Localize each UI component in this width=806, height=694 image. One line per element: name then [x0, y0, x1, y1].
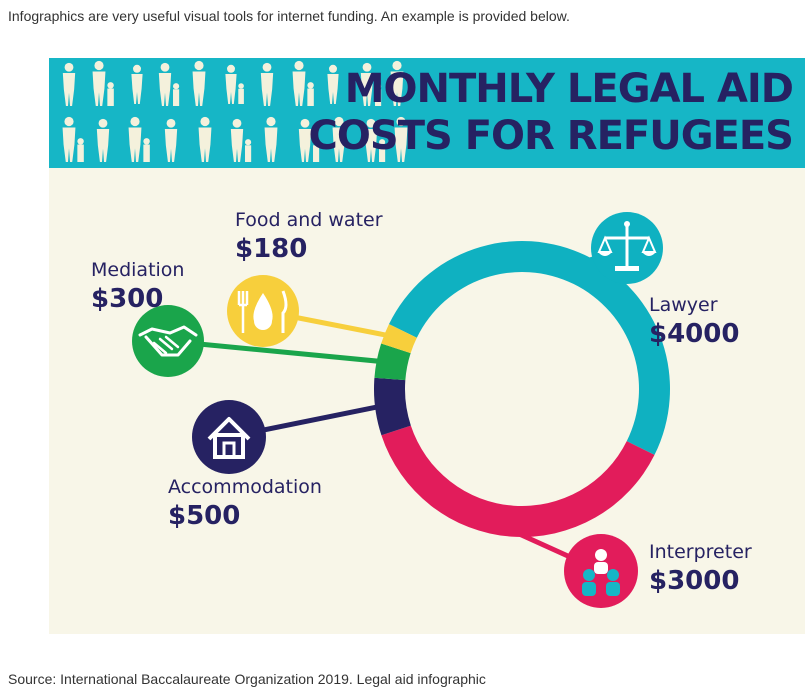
legal-aid-infographic: MONTHLY LEGAL AID COSTS FOR REFUGEES Foo… — [49, 58, 805, 634]
person-silhouette — [327, 64, 339, 104]
house-icon — [192, 400, 266, 474]
label-food-and-water: Food and water $180 — [235, 208, 383, 266]
person-silhouette — [96, 118, 110, 162]
label-mediation-name: Mediation — [91, 259, 185, 281]
people-icon — [564, 534, 638, 608]
food-water-icon — [227, 275, 299, 347]
person-silhouette — [128, 116, 150, 162]
person-silhouette — [131, 64, 143, 104]
label-lawyer-name: Lawyer — [649, 294, 718, 316]
label-interpreter: Interpreter $3000 — [649, 540, 752, 598]
label-lawyer: Lawyer $4000 — [649, 293, 739, 351]
slice-lawyer — [388, 241, 670, 455]
person-silhouette — [158, 62, 180, 106]
person-silhouette — [298, 118, 320, 162]
slice-food-and-water — [381, 324, 417, 354]
source-caption: Source: International Baccalaureate Orga… — [8, 671, 486, 687]
label-accommodation-value: $500 — [168, 501, 241, 531]
person-silhouette — [62, 62, 76, 106]
intro-text: Infographics are very useful visual tool… — [8, 8, 570, 24]
infographic-title-line-2: COSTS FOR REFUGEES — [308, 113, 794, 159]
slice-mediation — [374, 343, 411, 381]
label-food-and-water-name: Food and water — [235, 209, 383, 231]
person-silhouette — [332, 116, 346, 162]
label-accommodation-name: Accommodation — [168, 476, 322, 498]
label-mediation-value: $300 — [91, 284, 164, 314]
label-mediation: Mediation $300 — [91, 258, 184, 316]
label-accommodation: Accommodation $500 — [168, 475, 322, 533]
slice-interpreter — [381, 425, 655, 538]
infographic-title-line-1: MONTHLY LEGAL AID — [344, 66, 794, 112]
person-silhouette — [92, 60, 114, 106]
person-silhouette — [394, 116, 408, 162]
person-silhouette — [198, 116, 212, 162]
person-silhouette — [264, 116, 278, 162]
person-silhouette — [164, 118, 178, 162]
label-interpreter-name: Interpreter — [649, 541, 752, 563]
donut-chart — [132, 212, 670, 608]
person-silhouette — [260, 62, 274, 106]
slice-icons — [132, 212, 663, 608]
title-banner: MONTHLY LEGAL AID COSTS FOR REFUGEES — [49, 58, 805, 168]
handshake-icon — [132, 305, 204, 377]
label-food-and-water-value: $180 — [235, 234, 308, 264]
label-interpreter-value: $3000 — [649, 566, 740, 596]
label-lawyer-value: $4000 — [649, 319, 740, 349]
scales-of-justice-icon — [591, 212, 663, 284]
person-silhouette — [192, 60, 206, 106]
person-silhouette — [360, 62, 382, 106]
person-silhouette — [292, 60, 314, 106]
people-silhouettes-icon — [62, 60, 408, 162]
person-silhouette — [364, 118, 386, 162]
slice-accommodation — [374, 377, 411, 436]
person-silhouette — [62, 116, 84, 162]
person-silhouette — [390, 60, 404, 106]
donut-slices — [374, 241, 670, 538]
person-silhouette — [225, 64, 244, 104]
person-silhouette — [230, 118, 252, 162]
